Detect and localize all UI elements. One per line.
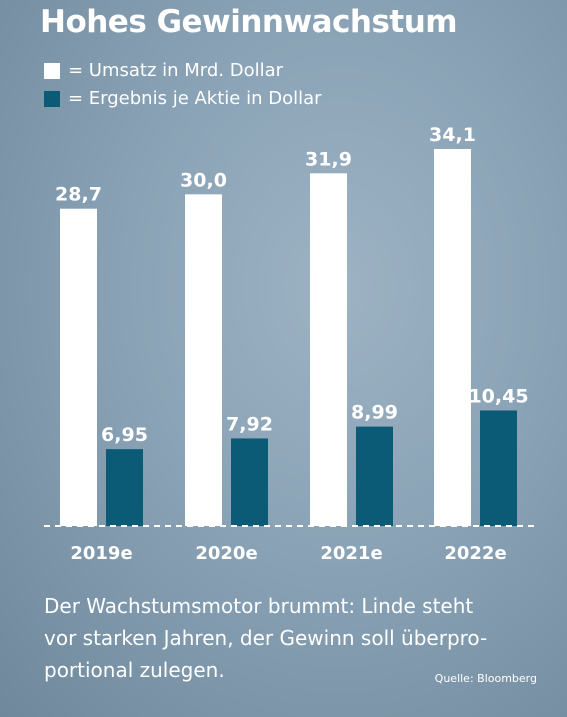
data-label-umsatz-2022e: 34,1 (429, 124, 476, 146)
x-tick-label-2019e: 2019e (70, 543, 132, 564)
x-tick-label-2021e: 2021e (320, 543, 382, 564)
legend-label-umsatz: = Umsatz in Mrd. Dollar (68, 60, 284, 81)
caption-line-2: vor starken Jahren, der Gewinn soll über… (44, 626, 488, 650)
bar-ergebnis-2022e (480, 410, 517, 526)
legend-swatch-ergebnis (44, 90, 60, 107)
data-label-ergebnis-2021e: 8,99 (351, 402, 398, 424)
bar-umsatz-2019e (60, 208, 97, 527)
data-label-umsatz-2020e: 30,0 (180, 169, 227, 191)
bar-ergebnis-2020e (231, 438, 268, 526)
caption-line-3: portional zulegen. (44, 658, 225, 682)
data-label-ergebnis-2022e: 10,45 (468, 385, 528, 407)
x-tick-label-2020e: 2020e (195, 543, 257, 564)
caption-line-1: Der Wachstumsmotor brummt: Linde steht (44, 594, 474, 618)
bar-ergebnis-2021e (356, 426, 393, 526)
data-label-ergebnis-2019e: 6,95 (101, 424, 148, 446)
data-label-umsatz-2019e: 28,7 (55, 184, 102, 206)
bar-umsatz-2020e (185, 194, 222, 527)
source-note: Quelle: Bloomberg (434, 672, 537, 685)
data-label-ergebnis-2020e: 7,92 (226, 413, 273, 435)
bar-umsatz-2021e (310, 173, 347, 527)
bar-umsatz-2022e (434, 149, 471, 526)
legend-swatch-umsatz (44, 62, 60, 79)
data-label-umsatz-2021e: 31,9 (305, 148, 352, 170)
caption: Der Wachstumsmotor brummt: Linde steht v… (44, 590, 524, 686)
chart-title: Hohes Gewinnwachstum (40, 4, 458, 40)
legend-label-ergebnis: = Ergebnis je Aktie in Dollar (68, 88, 322, 109)
legend-item-umsatz: = Umsatz in Mrd. Dollar (44, 60, 283, 81)
bar-ergebnis-2019e (106, 449, 143, 526)
x-tick-label-2022e: 2022e (444, 543, 506, 564)
legend-item-ergebnis: = Ergebnis je Aktie in Dollar (44, 88, 322, 109)
